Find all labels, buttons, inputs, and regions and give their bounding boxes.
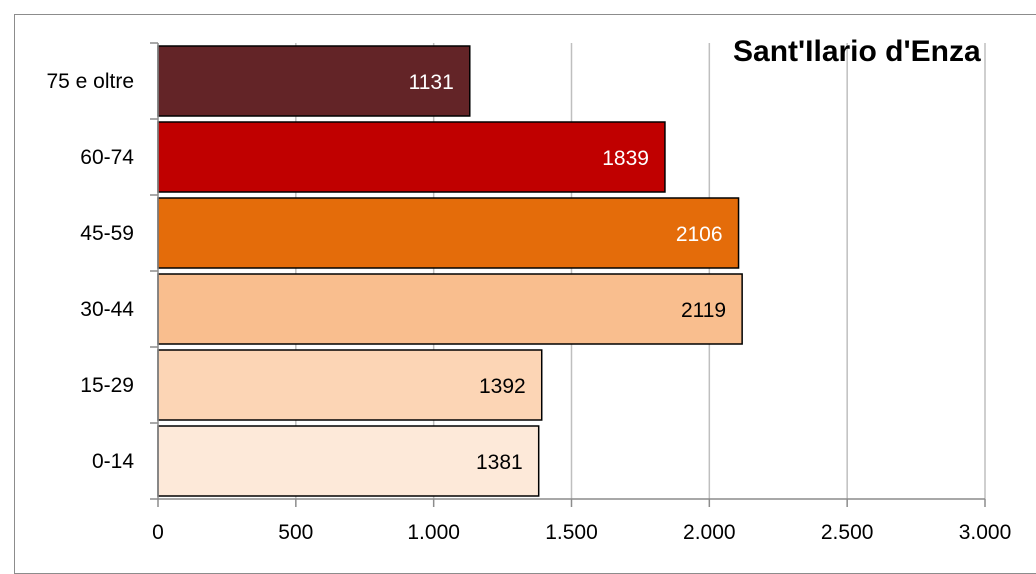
x-tick-label-4: 2.000 <box>683 521 736 544</box>
x-tick-label-5: 2.500 <box>821 521 874 544</box>
category-label-4: 15-29 <box>80 374 134 397</box>
grid-lines <box>295 43 986 499</box>
bar-5 <box>157 425 540 497</box>
data-label-3: 2119 <box>681 299 726 322</box>
x-tick-label-2: 1.000 <box>407 521 460 544</box>
bar-3 <box>157 273 743 345</box>
bars <box>157 45 743 497</box>
data-label-5: 1381 <box>476 451 523 474</box>
data-label-0: 1131 <box>409 71 454 94</box>
data-label-4: 1392 <box>479 375 526 398</box>
data-label-2: 2106 <box>676 223 723 246</box>
x-tick-label-1: 500 <box>278 521 313 544</box>
x-tick-label-6: 3.000 <box>959 521 1012 544</box>
category-label-3: 30-44 <box>80 298 134 321</box>
bar-1 <box>157 121 666 193</box>
bar-4 <box>157 349 543 421</box>
category-label-0: 75 e oltre <box>46 70 134 93</box>
bar-2 <box>157 197 740 269</box>
x-tick-label-3: 1.500 <box>545 521 598 544</box>
labels: 0 500 1.000 1.500 2.000 2.500 3.000 75 e oltre 1… <box>46 70 1011 544</box>
data-label-1: 1839 <box>602 147 649 170</box>
x-tick-label-0: 0 <box>152 521 164 544</box>
bar-chart: 0 500 1.000 1.500 2.000 2.500 3.000 75 e oltre 1… <box>46 35 1011 544</box>
axes <box>150 42 986 507</box>
chart-title: Sant'Ilario d'Enza <box>733 35 981 68</box>
category-label-1: 60-74 <box>80 146 134 169</box>
category-label-5: 0-14 <box>92 450 134 473</box>
category-label-2: 45-59 <box>80 222 134 245</box>
